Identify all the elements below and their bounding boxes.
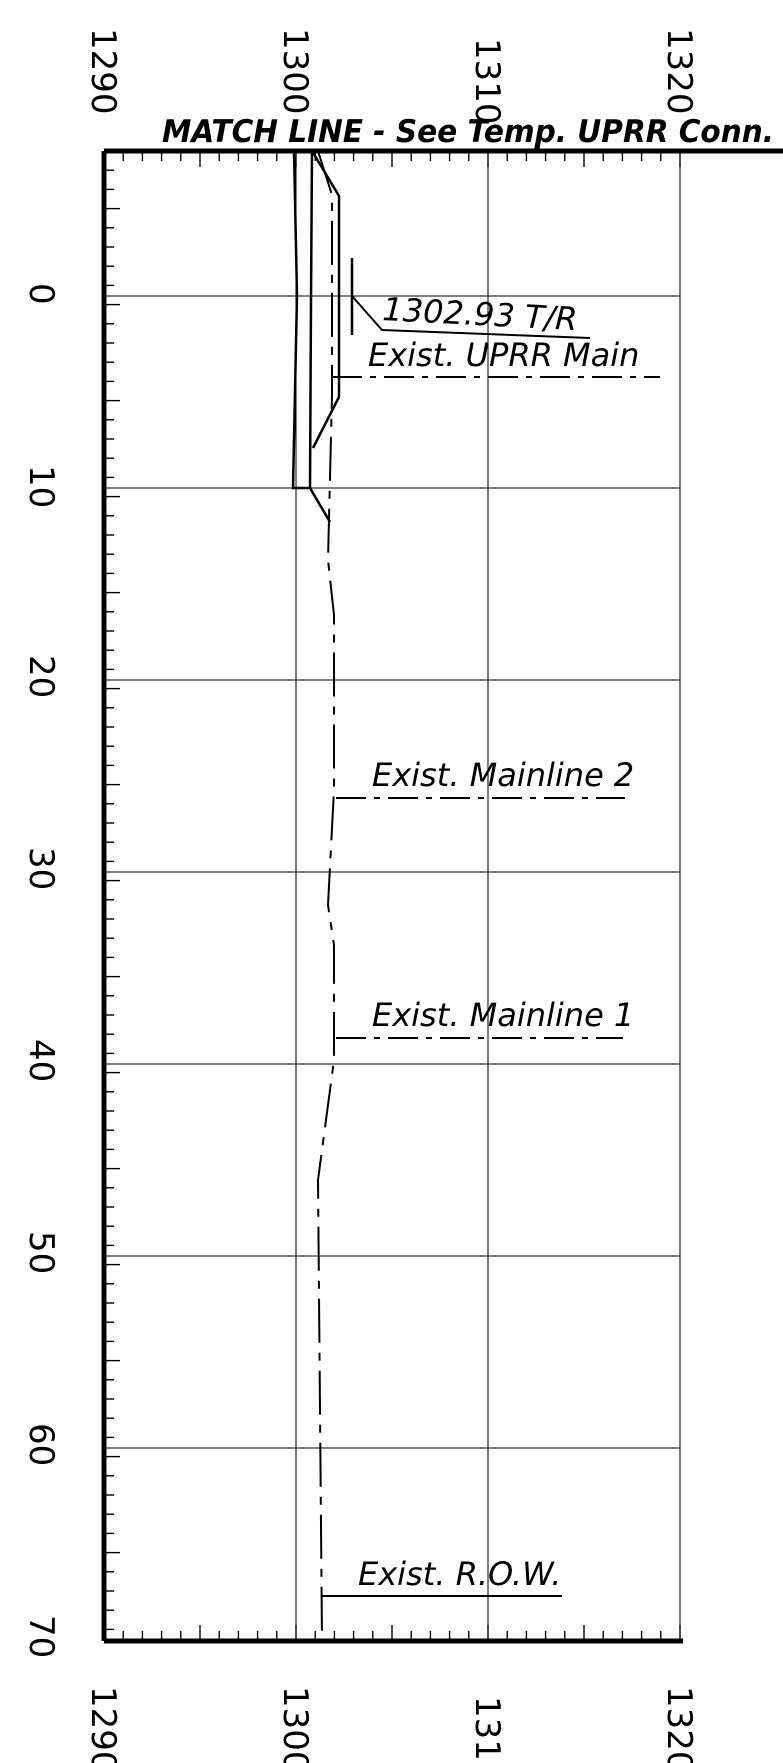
mainline-1-label: Exist. Mainline 1 [372,996,634,1034]
existing-ground-line [316,150,335,1641]
y-tick-label: 10 [21,465,61,508]
x-axis-labels-bottom: 1290 1300 1310 1320 [83,1686,699,1763]
mainline-2-label: Exist. Mainline 2 [372,756,634,794]
y-tick-label: 60 [21,1423,61,1466]
y-tick-label: 40 [21,1039,61,1082]
x-tick-label: 1300 [275,1686,315,1763]
row-label: Exist. R.O.W. [358,1555,561,1593]
annotation-top-of-rail: 1302.93 T/R [351,290,591,339]
x-tick-label: 1310 [467,1696,507,1763]
match-line-label: MATCH LINE - See Temp. UPRR Conn. [162,114,774,150]
annotation-row: Exist. R.O.W. [322,1555,562,1597]
annotation-mainline-1: Exist. Mainline 1 [336,996,634,1039]
rail-outline-inner [308,150,332,523]
annotation-mainline-2: Exist. Mainline 2 [336,756,634,799]
uprr-main-label: Exist. UPRR Main [368,336,639,374]
y-tick-label: 70 [21,1615,61,1658]
x-tick-label: 1290 [83,28,123,115]
track-structure [291,150,354,523]
minor-ticks [103,150,681,1641]
rail-outline-left [291,150,311,490]
y-axis-labels: 0 10 20 30 40 50 60 70 [21,283,61,1658]
y-tick-label: 20 [21,655,61,698]
ballast-slope-top [310,150,341,449]
annotation-uprr-main: Exist. UPRR Main [332,336,660,378]
y-tick-label: 0 [21,283,61,305]
grid [103,151,681,1641]
x-tick-label: 1320 [659,1686,699,1763]
x-tick-label: 1320 [659,28,699,115]
x-tick-label: 1290 [83,1686,123,1763]
y-tick-label: 30 [21,847,61,890]
y-tick-label: 50 [21,1231,61,1274]
leader-line [351,295,591,339]
x-axis-labels-top: 1290 1300 1310 1320 [83,28,699,125]
x-tick-label: 1300 [275,28,315,115]
x-tick-label: 1310 [467,38,507,125]
